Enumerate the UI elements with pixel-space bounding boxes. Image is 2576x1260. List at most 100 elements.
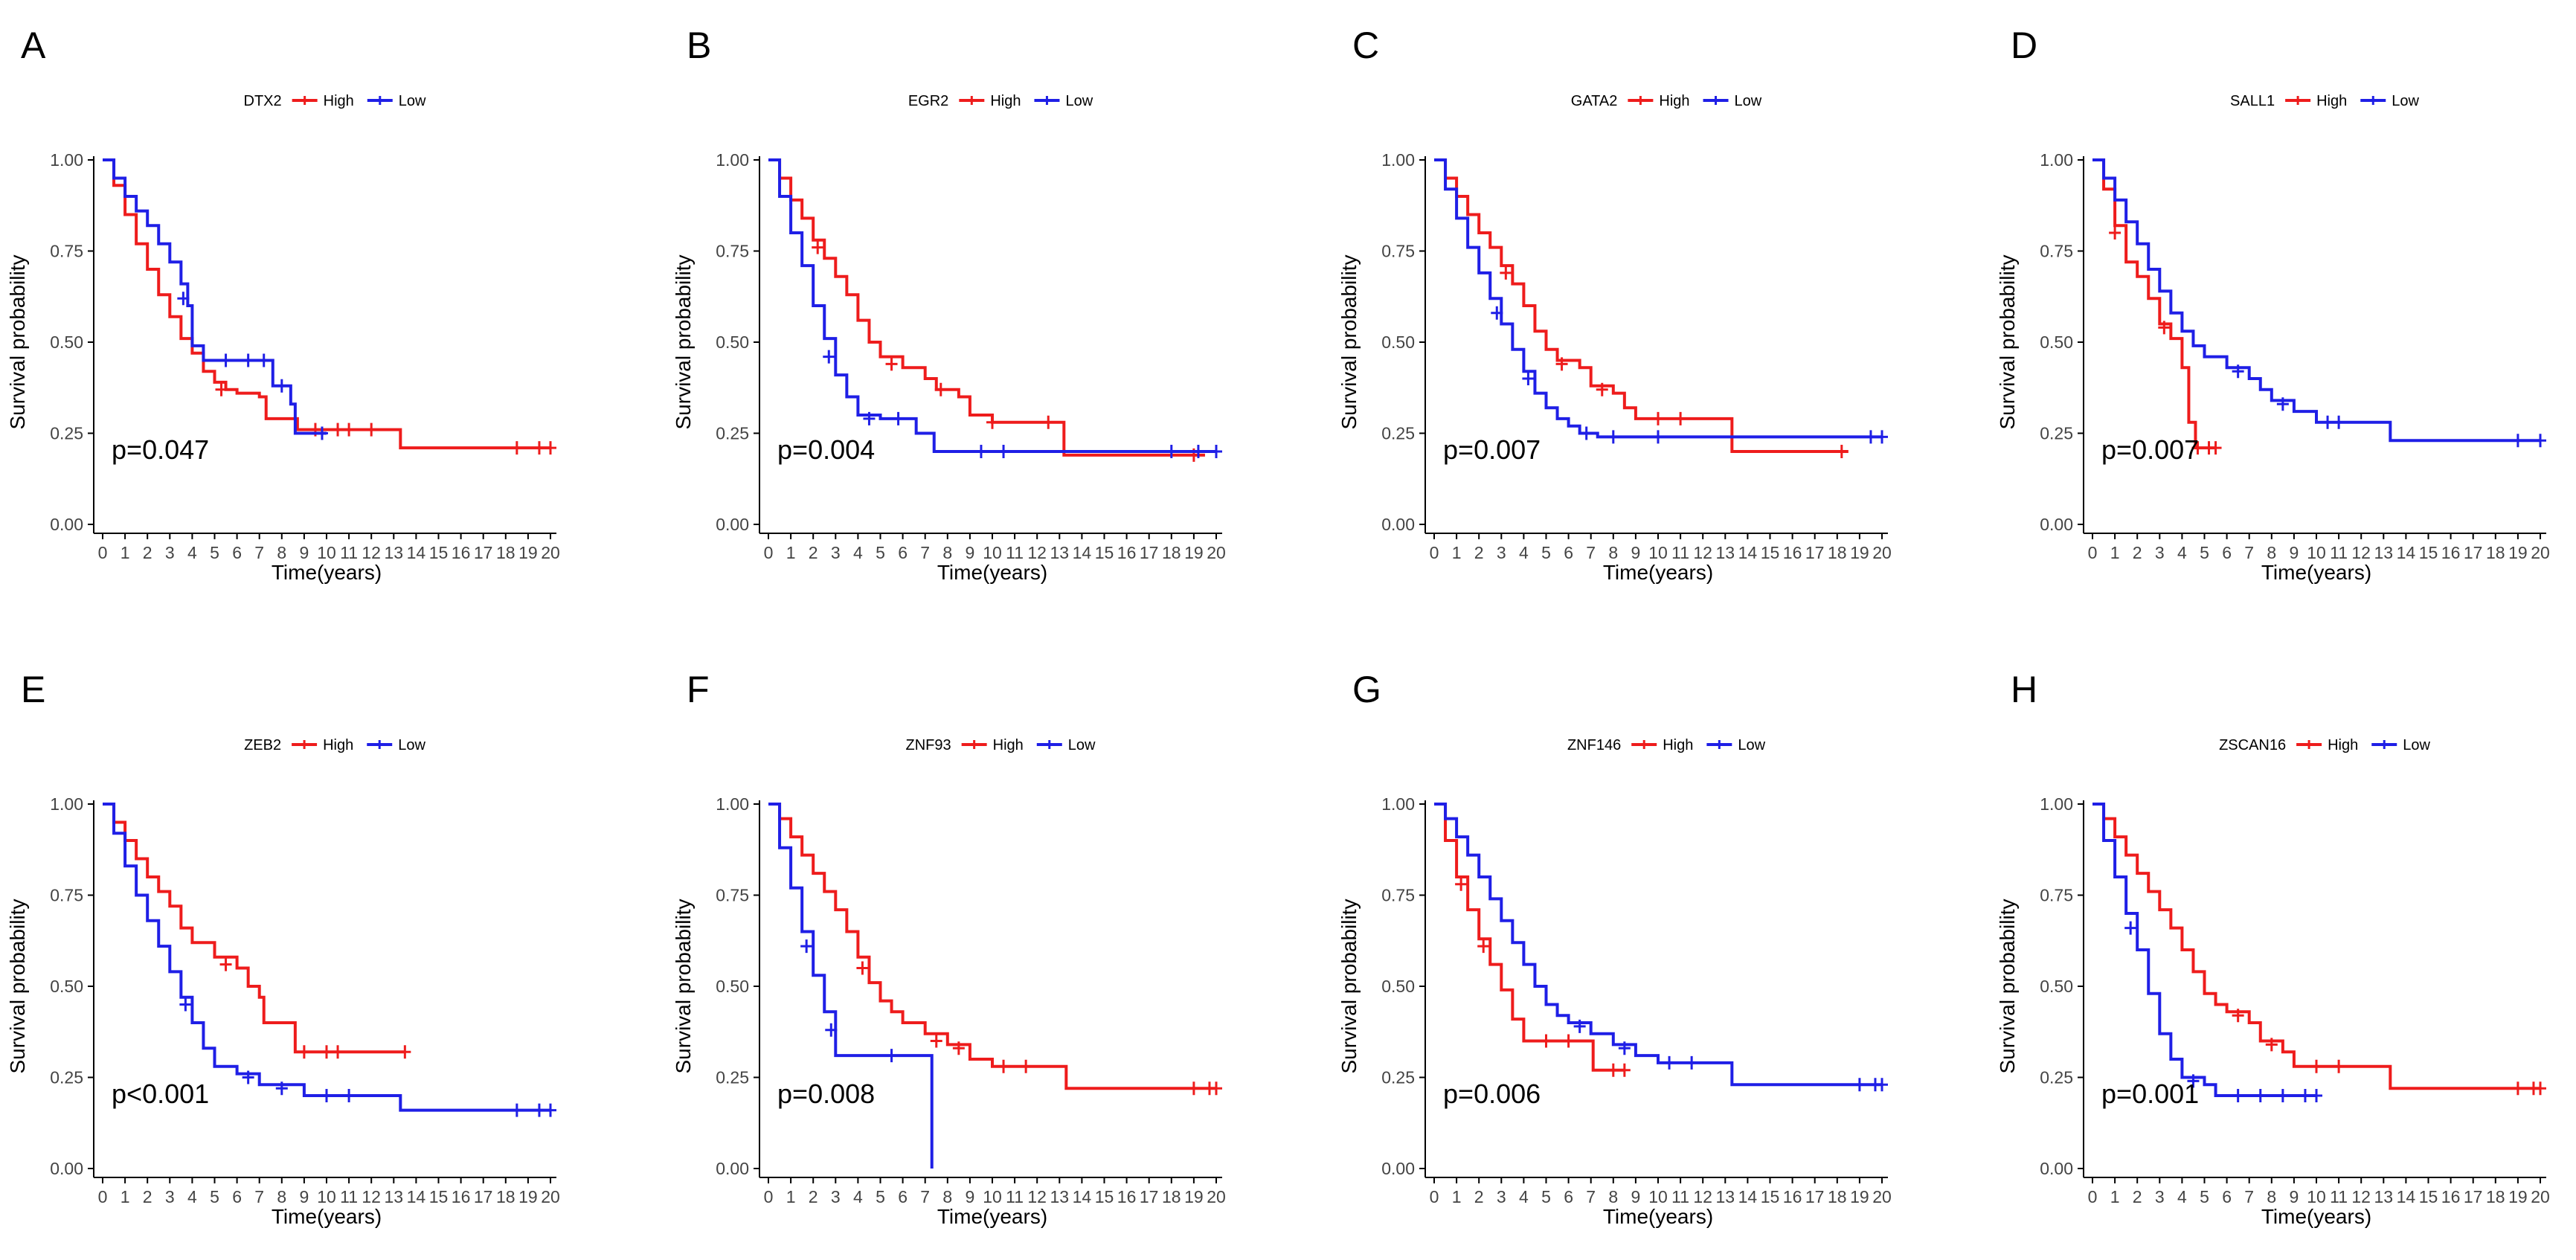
censor-mark-high	[321, 1045, 333, 1059]
censor-mark-high	[2209, 441, 2222, 455]
censor-mark-low	[863, 411, 876, 425]
censor-mark-high	[1835, 445, 1848, 458]
y-tick-label: 0.00	[716, 515, 749, 534]
x-tick-label: 17	[2464, 1187, 2483, 1206]
legend-label-high: High	[1659, 93, 1689, 109]
x-tick-label: 2	[143, 543, 152, 562]
censor-mark-high	[1652, 411, 1664, 425]
censor-mark-low	[242, 353, 254, 367]
censor-mark-high	[510, 441, 523, 455]
x-tick-label: 20	[1207, 543, 1226, 562]
x-tick-label: 7	[254, 543, 264, 562]
x-tick-label: 13	[2374, 543, 2394, 562]
x-tick-label: 7	[2244, 1187, 2254, 1206]
censor-mark-low	[2276, 1089, 2289, 1102]
km-curve-high	[768, 803, 1216, 1090]
x-tick-label: 0	[98, 543, 108, 562]
panel-letter: E	[21, 669, 45, 710]
x-axis-title: Time(years)	[1603, 1205, 1713, 1228]
y-tick-label: 1.00	[2040, 794, 2073, 814]
censor-mark-high	[399, 1045, 411, 1059]
censor-mark-low	[800, 939, 813, 954]
x-tick-label: 17	[2464, 543, 2483, 562]
x-tick-label: 1	[2110, 1187, 2120, 1206]
censor-mark-low	[275, 1081, 288, 1096]
x-tick-label: 3	[1497, 1187, 1506, 1206]
x-tick-label: 15	[1761, 1187, 1780, 1206]
censor-mark-high	[1500, 266, 1512, 280]
x-tick-label: 14	[407, 1187, 426, 1206]
x-tick-label: 3	[2155, 543, 2165, 562]
x-tick-label: 13	[1716, 543, 1735, 562]
y-tick-label: 0.25	[716, 1068, 749, 1087]
x-tick-label: 13	[385, 543, 404, 562]
p-value: p=0.008	[777, 1079, 875, 1109]
censor-mark-low	[1210, 445, 1222, 458]
legend-title: DTX2	[244, 93, 282, 109]
x-tick-label: 13	[1050, 1187, 1070, 1206]
censor-mark-low	[2276, 397, 2289, 411]
x-tick-label: 12	[2351, 1187, 2371, 1206]
x-tick-label: 4	[1519, 543, 1529, 562]
censor-mark-high	[1210, 1081, 1222, 1096]
legend-label-low: Low	[1065, 93, 1093, 109]
x-tick-label: 10	[2307, 543, 2326, 562]
censor-mark-low	[974, 445, 987, 458]
censor-mark-low	[2322, 415, 2334, 429]
x-tick-label: 3	[2155, 1187, 2165, 1206]
y-tick-label: 1.00	[50, 150, 83, 170]
x-tick-label: 12	[2351, 543, 2371, 562]
censor-mark-high	[2109, 226, 2121, 240]
x-tick-label: 10	[317, 1187, 336, 1206]
x-tick-label: 5	[2200, 1187, 2209, 1206]
y-tick-label: 1.00	[50, 794, 83, 814]
x-tick-label: 11	[1006, 1187, 1024, 1206]
legend-label-high: High	[993, 737, 1024, 753]
censor-mark-low	[2232, 1089, 2244, 1102]
x-tick-label: 12	[362, 1187, 381, 1206]
x-tick-label: 7	[920, 543, 930, 562]
x-tick-label: 1	[1452, 1187, 1462, 1206]
km-curve-low	[768, 158, 1216, 453]
panel-letter: B	[687, 25, 711, 66]
y-tick-label: 0.00	[1381, 515, 1415, 534]
x-tick-label: 20	[2531, 1187, 2550, 1206]
y-tick-label: 0.50	[1381, 977, 1415, 996]
x-tick-label: 8	[942, 1187, 952, 1206]
censor-mark-high	[1596, 382, 1608, 396]
legend-key-high	[1628, 96, 1654, 105]
x-tick-label: 4	[2177, 1187, 2187, 1206]
y-tick-label: 0.00	[1381, 1159, 1415, 1178]
x-tick-label: 12	[362, 543, 381, 562]
x-tick-label: 5	[1541, 1187, 1551, 1206]
x-tick-label: 14	[2397, 1187, 2416, 1206]
legend-key-high	[2285, 96, 2311, 105]
km-curve-low	[2092, 158, 2540, 443]
y-tick-label: 0.50	[1381, 332, 1415, 352]
x-tick-label: 6	[2222, 543, 2232, 562]
legend-key-low	[1706, 740, 1732, 749]
censor-mark-low	[1663, 1055, 1676, 1070]
y-tick-label: 0.00	[716, 1159, 749, 1178]
y-axis-title: Survival probability	[672, 255, 695, 430]
legend-key-high	[2296, 740, 2322, 749]
x-tick-label: 0	[1430, 1187, 1439, 1206]
x-tick-label: 0	[764, 1187, 774, 1206]
legend-key-low	[1034, 96, 1060, 105]
x-tick-label: 12	[1027, 543, 1047, 562]
p-value: p=0.047	[112, 434, 209, 465]
x-tick-label: 1	[786, 1187, 796, 1206]
x-tick-label: 20	[541, 1187, 560, 1206]
y-tick-label: 1.00	[1381, 794, 1415, 814]
x-tick-label: 19	[1184, 1187, 1204, 1206]
p-value: p=0.007	[1443, 434, 1541, 465]
legend: DTX2 High Low	[244, 93, 427, 109]
x-tick-label: 5	[876, 1187, 885, 1206]
censor-mark-high	[1540, 1034, 1552, 1048]
censor-mark-low	[1491, 306, 1503, 320]
censor-mark-high	[2265, 1038, 2278, 1052]
censor-mark-high	[934, 382, 947, 396]
y-tick-label: 0.75	[716, 242, 749, 261]
legend-key-low	[367, 740, 393, 749]
panel-letter: F	[687, 669, 710, 710]
